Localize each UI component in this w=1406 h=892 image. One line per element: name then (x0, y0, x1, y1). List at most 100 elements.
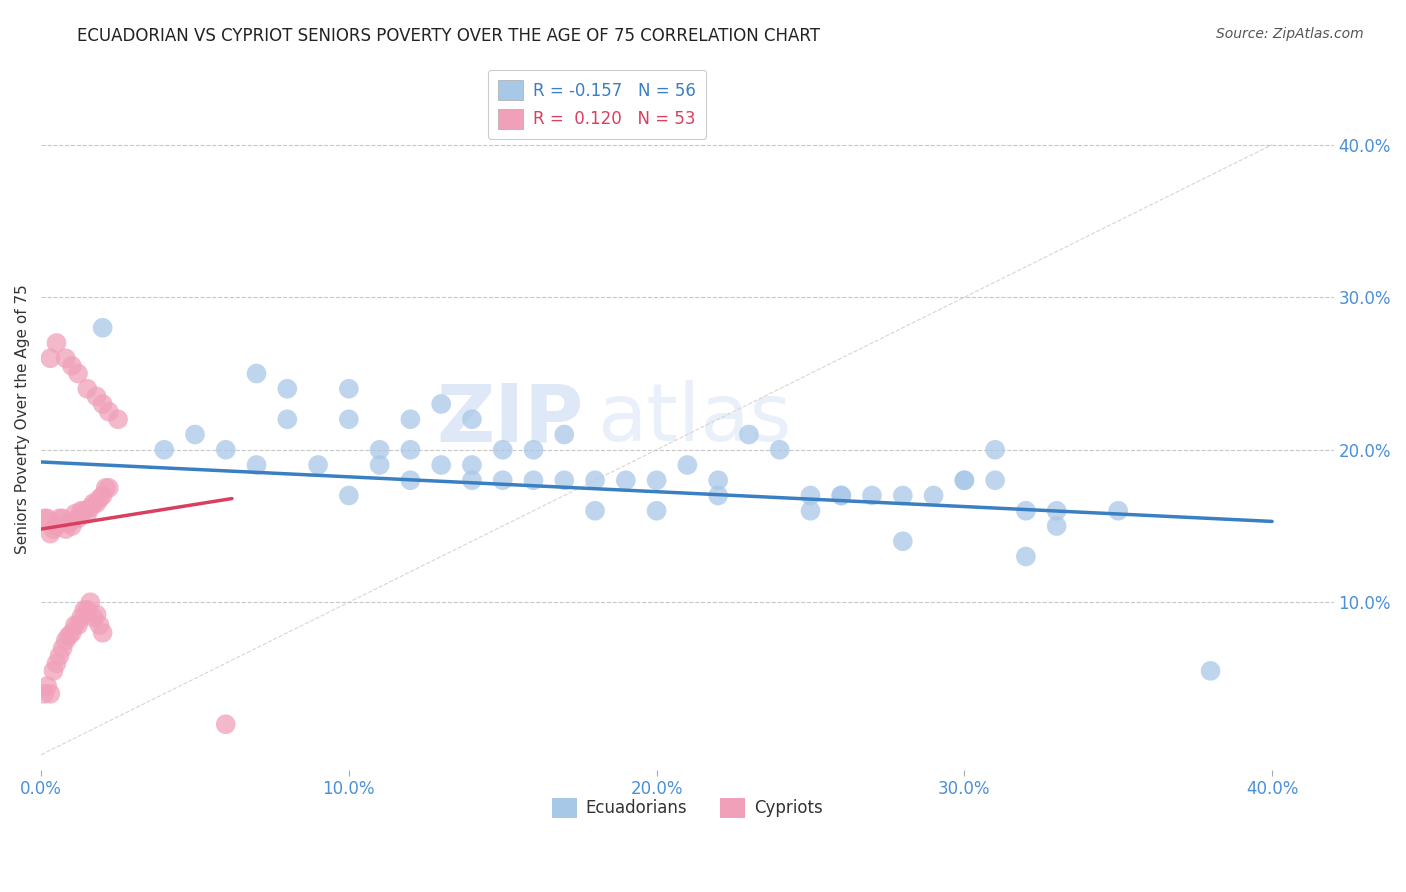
Point (86, 389, 108, 403)
Point (276, 412, 298, 426)
Point (70, 610, 93, 624)
Point (73, 504, 96, 518)
Point (86, 496, 108, 510)
Text: ZIP: ZIP (437, 380, 583, 458)
Point (707, 489, 730, 503)
Point (645, 473, 668, 487)
Point (107, 412, 129, 426)
Point (461, 458, 484, 472)
Point (67, 618, 90, 632)
Point (553, 427, 575, 442)
Point (97, 404, 120, 418)
Point (55, 633, 77, 648)
Point (830, 489, 852, 503)
Text: atlas: atlas (598, 380, 792, 458)
Y-axis label: Seniors Poverty Over the Age of 75: Seniors Poverty Over the Age of 75 (15, 285, 30, 554)
Point (32, 687, 55, 701)
Point (984, 473, 1007, 487)
Point (45, 519, 67, 533)
Point (614, 473, 637, 487)
Point (91, 625, 114, 640)
Point (79, 595, 101, 609)
Point (461, 412, 484, 426)
Point (45, 657, 67, 671)
Point (1107, 504, 1129, 518)
Point (86, 607, 108, 622)
Point (891, 534, 914, 549)
Point (953, 473, 976, 487)
Point (55, 351, 77, 366)
Point (76, 382, 98, 396)
Point (82, 610, 104, 624)
Point (60, 519, 83, 533)
Point (76, 507, 98, 521)
Point (52, 640, 75, 655)
Point (337, 489, 360, 503)
Point (37, 511, 59, 525)
Point (368, 442, 391, 457)
Point (45, 336, 67, 351)
Point (461, 473, 484, 487)
Point (399, 473, 422, 487)
Point (799, 489, 821, 503)
Point (492, 473, 515, 487)
Point (307, 458, 329, 472)
Point (39, 687, 62, 701)
Point (1015, 549, 1038, 564)
Point (184, 427, 207, 442)
Point (52, 511, 75, 525)
Point (860, 489, 883, 503)
Point (984, 442, 1007, 457)
Point (337, 382, 360, 396)
Point (676, 458, 699, 472)
Point (48, 648, 70, 663)
Legend: Ecuadorians, Cypriots: Ecuadorians, Cypriots (546, 791, 830, 825)
Point (55, 522, 77, 536)
Point (738, 427, 761, 442)
Point (63, 618, 86, 632)
Point (67, 511, 90, 525)
Point (215, 442, 238, 457)
Point (215, 717, 238, 731)
Point (492, 442, 515, 457)
Point (58, 516, 80, 530)
Point (522, 442, 544, 457)
Point (769, 442, 792, 457)
Point (553, 473, 575, 487)
Point (58, 629, 80, 643)
Point (830, 489, 852, 503)
Point (48, 511, 70, 525)
Point (645, 504, 668, 518)
Point (891, 489, 914, 503)
Point (73, 603, 96, 617)
Point (89, 491, 111, 506)
Point (63, 507, 86, 521)
Point (1046, 504, 1069, 518)
Point (70, 504, 93, 518)
Point (953, 473, 976, 487)
Point (922, 489, 945, 503)
Point (1046, 519, 1069, 533)
Point (583, 473, 606, 487)
Point (399, 412, 422, 426)
Point (79, 500, 101, 515)
Point (583, 504, 606, 518)
Point (60, 359, 83, 373)
Point (39, 351, 62, 366)
Point (89, 618, 111, 632)
Point (91, 320, 114, 334)
Point (94, 481, 117, 495)
Point (276, 382, 298, 396)
Point (32, 511, 55, 525)
Point (707, 473, 730, 487)
Point (430, 397, 453, 411)
Point (368, 458, 391, 472)
Point (1199, 664, 1222, 678)
Point (799, 504, 821, 518)
Point (37, 679, 59, 693)
Point (97, 481, 120, 495)
Point (430, 458, 453, 472)
Point (522, 473, 544, 487)
Point (245, 458, 267, 472)
Point (91, 397, 114, 411)
